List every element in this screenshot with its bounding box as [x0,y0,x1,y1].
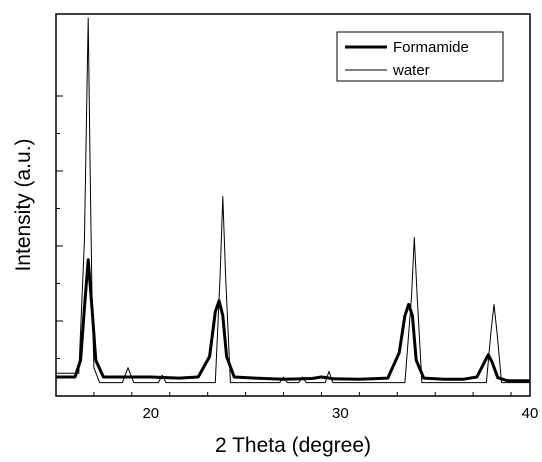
x-axis-title: 2 Theta (degree) [215,434,371,457]
legend-label-formamide: Formamide [393,39,469,56]
x-tick-label: 40 [522,405,539,422]
x-tick-label: 20 [142,405,159,422]
x-tick-label: 30 [332,405,349,422]
legend: Formamide water [337,32,503,81]
y-axis-title: Intensity (a.u.) [12,138,35,271]
legend-label-water: water [392,62,430,79]
